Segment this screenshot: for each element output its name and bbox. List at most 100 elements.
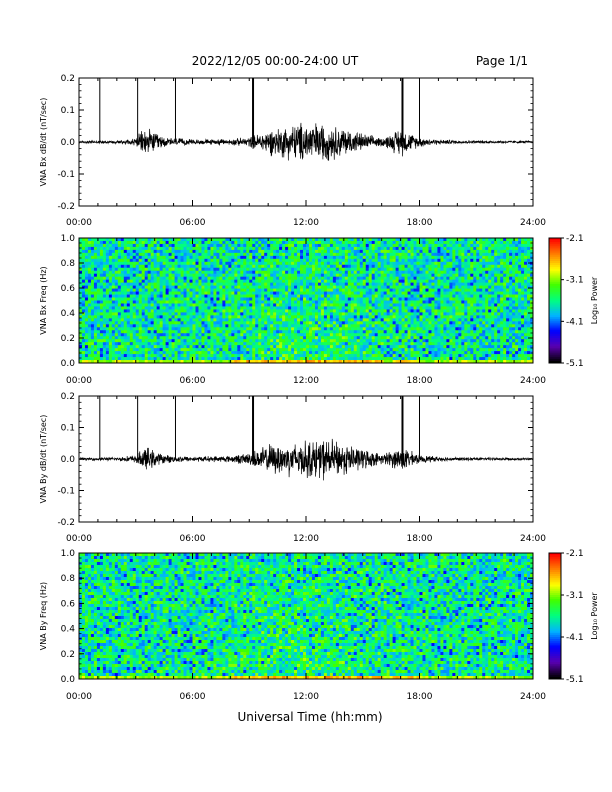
spectrogram-cell	[162, 330, 167, 334]
spectrogram-cell	[153, 288, 158, 292]
spectrogram-cell	[392, 318, 397, 322]
spectrogram-cell	[338, 264, 343, 269]
spectrogram-cell	[353, 330, 358, 334]
spectrogram-cell	[156, 240, 161, 245]
spectrogram-cell	[96, 261, 101, 266]
spectrogram-cell	[356, 276, 361, 281]
spectrogram-cell	[380, 312, 385, 316]
spectrogram-cell	[228, 330, 232, 334]
spectrogram-cell	[204, 273, 208, 278]
spectrogram-cell	[500, 258, 504, 263]
spectrogram-cell	[407, 318, 411, 322]
spectrogram-cell	[276, 246, 280, 251]
spectrogram-cell	[515, 303, 519, 307]
spectrogram-cell	[213, 306, 217, 310]
spectrogram-cell	[189, 258, 193, 263]
spectrogram-cell	[404, 282, 408, 287]
spectrogram-cell	[156, 303, 161, 307]
spectrogram-cell	[494, 261, 498, 266]
spectrogram-cell	[306, 240, 310, 245]
spectrogram-cell	[482, 279, 486, 284]
spectrogram-cell	[335, 321, 340, 325]
spectrogram-cell	[96, 279, 101, 284]
spectrogram-cell	[240, 291, 244, 295]
spectrogram-cell	[434, 324, 438, 328]
spectrogram-cell	[303, 318, 307, 322]
spectrogram-cell	[79, 294, 83, 298]
spectrogram-cell	[512, 282, 516, 287]
spectrogram-cell	[440, 252, 444, 257]
spectrogram-cell	[482, 303, 486, 307]
spectrogram-cell	[108, 246, 113, 251]
spectrogram-cell	[174, 279, 178, 284]
spectrogram-cell	[120, 255, 125, 260]
spectrogram-cell	[264, 282, 268, 287]
spectrogram-cell	[252, 309, 256, 313]
spectrogram-cell	[183, 291, 187, 295]
spectrogram-cell	[177, 258, 181, 263]
spectrogram-cell	[258, 273, 262, 278]
spectrogram-cell	[383, 315, 388, 319]
spectrogram-cell	[174, 258, 178, 263]
spectrogram-cell	[279, 285, 283, 289]
spectrogram-cell	[240, 246, 244, 251]
spectrogram-cell	[150, 306, 155, 310]
spectrogram-cell	[234, 303, 238, 307]
spectrogram-cell	[105, 270, 110, 275]
spectrogram-cell	[482, 240, 486, 245]
spectrogram-cell	[461, 282, 465, 287]
spectrogram-cell	[314, 258, 319, 263]
spectrogram-cell	[515, 282, 519, 287]
spectrogram-cell	[79, 312, 83, 316]
spectrogram-cell	[449, 291, 453, 295]
spectrogram-cell	[476, 324, 480, 328]
spectrogram-cell	[329, 279, 334, 284]
spectrogram-cell	[159, 312, 164, 316]
spectrogram-cell	[162, 309, 167, 313]
spectrogram-cell	[323, 255, 328, 260]
spectrogram-cell	[84, 333, 89, 337]
spectrogram-cell	[126, 327, 131, 331]
spectrogram-cell	[249, 246, 253, 251]
spectrogram-cell	[291, 273, 295, 278]
spectrogram-cell	[105, 321, 110, 325]
spectrogram-cell	[530, 270, 534, 275]
spectrogram-cell	[476, 240, 480, 245]
spectrogram-cell	[255, 321, 259, 325]
spectrogram-cell	[371, 315, 376, 319]
spectrogram-cell	[332, 261, 337, 266]
spectrogram-cell	[162, 261, 167, 266]
spectrogram-cell	[117, 246, 122, 251]
spectrogram-cell	[285, 264, 289, 269]
spectrogram-cell	[446, 285, 450, 289]
spectrogram-cell	[383, 240, 388, 245]
spectrogram-cell	[368, 330, 373, 334]
spectrogram-cell	[120, 297, 125, 301]
spectrogram-cell	[300, 318, 304, 322]
spectrogram-cell	[473, 300, 477, 304]
spectrogram-cell	[108, 267, 113, 272]
spectrogram-cell	[81, 246, 86, 251]
spectrogram-cell	[306, 306, 310, 310]
spectrogram-cell	[509, 282, 513, 287]
spectrogram-cell	[395, 306, 399, 310]
spectrogram-cell	[186, 285, 190, 289]
spectrogram-cell	[246, 255, 250, 260]
spectrogram-cell	[165, 303, 170, 307]
spectrogram-cell	[329, 315, 334, 319]
spectrogram-cell	[87, 312, 92, 316]
spectrogram-cell	[398, 249, 402, 254]
spectrogram-cell	[485, 300, 489, 304]
spectrogram-cell	[431, 249, 435, 254]
spectrogram-cell	[422, 300, 426, 304]
spectrogram-cell	[389, 297, 394, 301]
spectrogram-cell	[261, 267, 265, 272]
spectrogram-cell	[503, 246, 507, 251]
spectrogram-cell	[159, 249, 164, 254]
spectrogram-cell	[401, 297, 405, 301]
spectrogram-cell	[150, 255, 155, 260]
spectrogram-cell	[479, 306, 483, 310]
spectrogram-cell	[183, 276, 187, 281]
spectrogram-cell	[491, 246, 495, 251]
spectrogram-cell	[234, 306, 238, 310]
